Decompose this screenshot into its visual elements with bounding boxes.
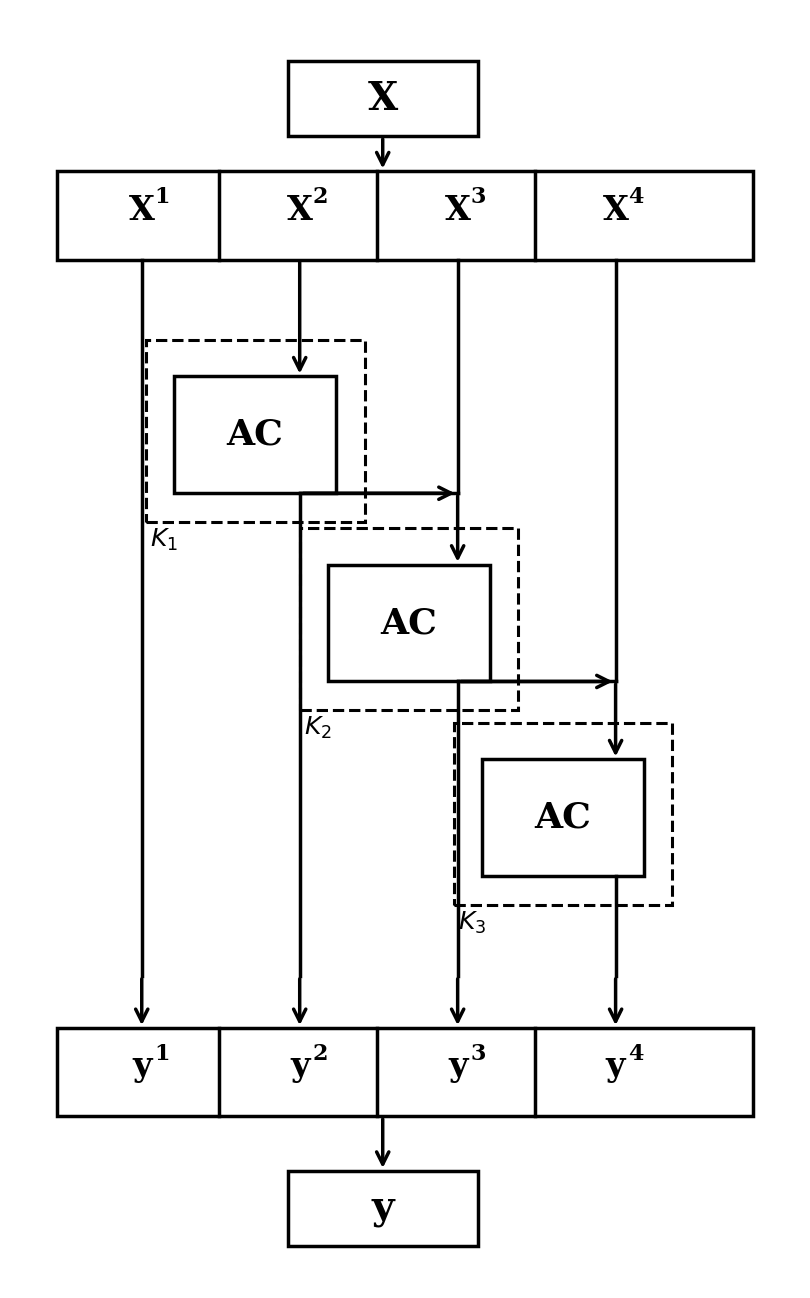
Text: y: y (290, 1050, 309, 1084)
Text: X: X (129, 193, 155, 227)
Text: 3: 3 (471, 187, 485, 208)
Text: X: X (445, 193, 471, 227)
Text: 1: 1 (154, 1044, 170, 1064)
Text: 4: 4 (629, 187, 643, 208)
Bar (482, 759, 644, 876)
Text: y: y (132, 1050, 151, 1084)
Bar (146, 340, 364, 522)
Text: 3: 3 (471, 1044, 485, 1064)
Text: AC: AC (227, 418, 284, 452)
Text: 2: 2 (312, 1044, 328, 1064)
Text: 2: 2 (312, 187, 328, 208)
Bar (288, 61, 478, 136)
Text: y: y (448, 1050, 467, 1084)
Text: AC: AC (381, 606, 437, 640)
Bar (174, 376, 336, 493)
Text: AC: AC (535, 801, 591, 835)
Bar (57, 171, 753, 260)
Text: $\mathit{K}_1$: $\mathit{K}_1$ (150, 527, 177, 553)
Text: X: X (368, 79, 398, 118)
Text: X: X (287, 193, 313, 227)
Bar (454, 723, 672, 905)
Text: 4: 4 (629, 1044, 643, 1064)
Text: X: X (603, 193, 629, 227)
Bar (288, 1171, 478, 1246)
Text: y: y (606, 1050, 625, 1084)
Text: $\mathit{K}_2$: $\mathit{K}_2$ (304, 715, 331, 741)
Bar (328, 565, 490, 681)
Text: y: y (372, 1189, 394, 1228)
Text: 1: 1 (154, 187, 170, 208)
Bar (57, 1028, 753, 1116)
Text: $\mathit{K}_3$: $\mathit{K}_3$ (458, 910, 486, 936)
Bar (300, 528, 518, 710)
